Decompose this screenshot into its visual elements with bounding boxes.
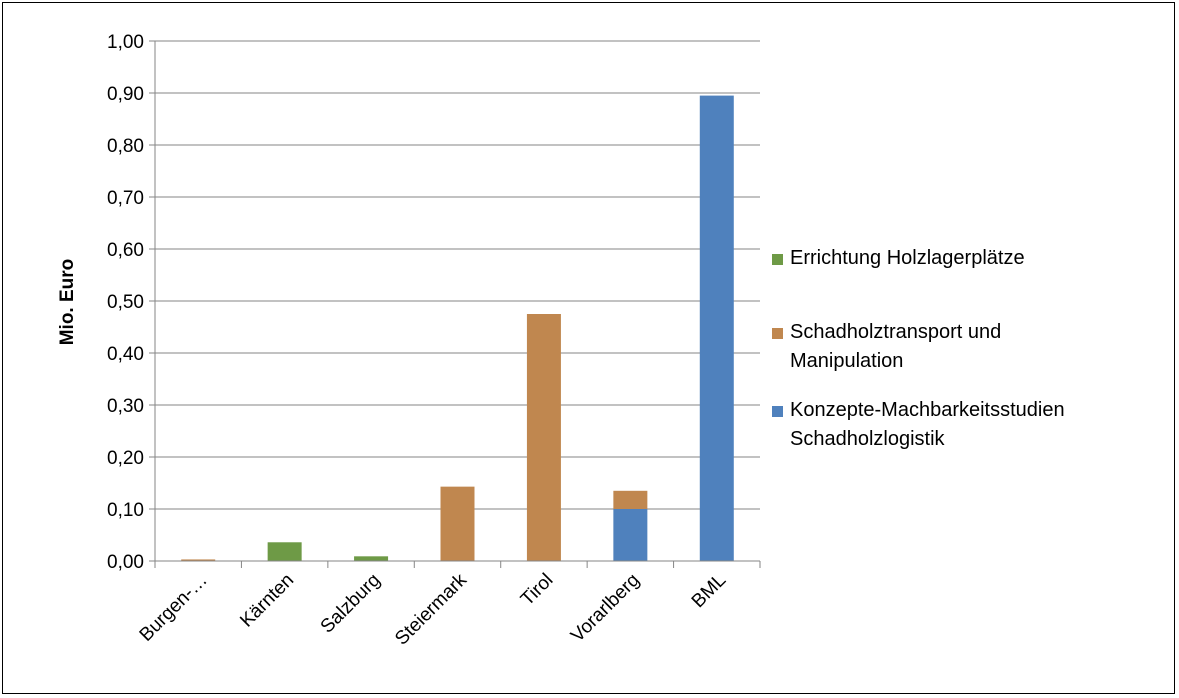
y-tick-label: 0,40	[107, 344, 144, 365]
y-tick-label: 0,80	[107, 136, 144, 157]
x-tick-label: Vorarlberg	[567, 570, 644, 647]
y-tick-label: 1,00	[107, 32, 144, 53]
y-tick-label: 0,90	[107, 84, 144, 105]
x-tick-labels: Burgen-… Kärnten Salzburg Steiermark Tirol Vo…	[136, 569, 731, 649]
y-tick-label: 0,60	[107, 240, 144, 261]
y-tick-label: 0,50	[107, 292, 144, 313]
legend-item-schadholztransport: Schadholztransport und Manipulation	[772, 318, 1172, 376]
bar-segment	[181, 559, 216, 561]
y-tick-label: 0,70	[107, 188, 144, 209]
y-tick-labels: 0,00 0,10 0,20 0,30 0,40 0,50 0,60 0,70 0,80 0,90…	[107, 32, 144, 573]
y-tick-label: 0,00	[107, 552, 144, 573]
legend-swatch-schadholztransport	[772, 328, 783, 339]
x-tick-label: Tirol	[517, 570, 557, 610]
legend-swatch-errichtung	[772, 254, 783, 265]
x-tick-label: Burgen-…	[136, 570, 212, 646]
bar-segment	[526, 314, 561, 561]
legend-item-errichtung: Errichtung Holzlagerplätze	[772, 244, 1172, 284]
y-tick-label: 0,20	[107, 448, 144, 469]
y-tick-label: 0,30	[107, 396, 144, 417]
bar-segment	[354, 556, 389, 561]
bars	[181, 95, 734, 561]
bar-segment	[267, 542, 302, 561]
legend-swatch-konzepte	[772, 406, 783, 417]
legend-label-schadholztransport: Schadholztransport und Manipulation	[790, 321, 1002, 372]
gridlines	[155, 40, 760, 510]
legend-item-konzepte: Konzepte-Machbarkeitsstudien Schadholzlo…	[772, 396, 1172, 454]
axes	[149, 40, 761, 568]
legend-label-errichtung: Errichtung Holzlagerplätze	[790, 247, 1025, 269]
legend-label-konzepte: Konzepte-Machbarkeitsstudien Schadholzlo…	[790, 399, 1065, 450]
x-tick-label: Steiermark	[391, 569, 471, 649]
x-tick-label: BML	[688, 570, 730, 612]
x-tick-label: Salzburg	[317, 570, 385, 638]
legend: Errichtung Holzlagerplätze Schadholztran…	[772, 244, 1172, 454]
bar-segment	[613, 490, 648, 509]
y-axis-label: Mio. Euro	[57, 259, 78, 346]
y-tick-label: 0,10	[107, 500, 144, 521]
x-tick-label: Kärnten	[236, 570, 298, 632]
bar-segment	[699, 95, 734, 561]
bar-segment	[613, 509, 648, 561]
bar-segment	[440, 486, 475, 561]
